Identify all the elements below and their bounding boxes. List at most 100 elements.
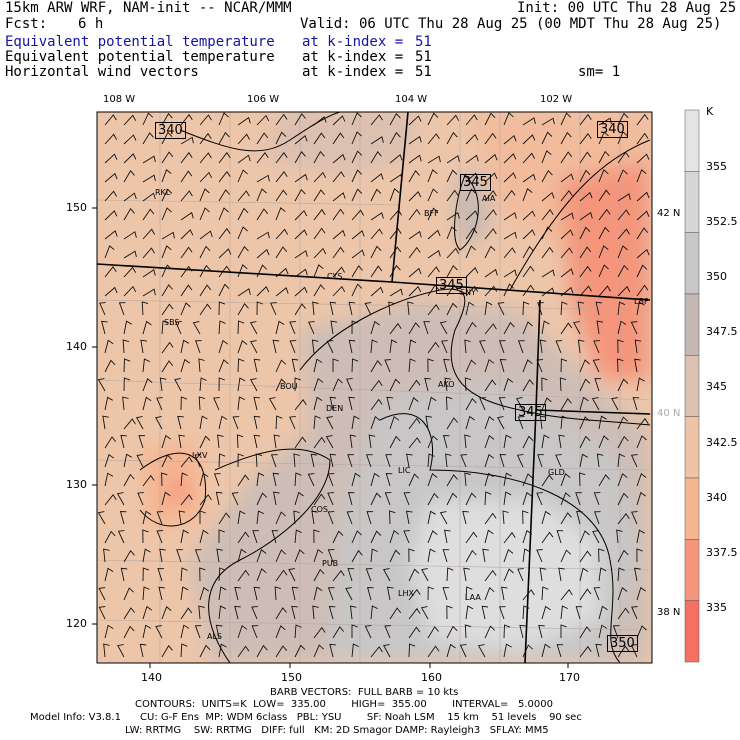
wind-barb	[465, 492, 477, 506]
wind-barb	[199, 132, 212, 145]
colorbar-label: 352.5	[706, 215, 738, 228]
wind-barb	[142, 605, 153, 620]
wind-barb	[142, 112, 154, 126]
station-label: BOU	[280, 382, 298, 391]
wind-barb	[579, 191, 593, 202]
wind-barb	[180, 567, 188, 582]
wind-barb	[180, 339, 190, 354]
wind-barb	[234, 586, 241, 601]
wind-barb	[161, 360, 174, 373]
wind-barb	[117, 530, 125, 544]
wind-barb	[313, 415, 321, 430]
wind-barb	[560, 212, 574, 221]
wind-barb	[275, 569, 288, 582]
wind-barb	[498, 340, 506, 354]
lon-label-102w: 102 W	[540, 94, 573, 105]
wind-barb	[496, 416, 505, 430]
wind-barb	[253, 358, 261, 373]
wind-barb	[313, 377, 324, 392]
wind-barb	[579, 550, 592, 563]
wind-barb	[541, 643, 551, 658]
wind-barb	[484, 434, 495, 449]
wind-barb	[389, 435, 401, 449]
wind-barb	[237, 645, 250, 658]
wind-barb	[522, 188, 533, 202]
wind-barb	[617, 358, 624, 373]
wind-barb	[408, 379, 421, 392]
wind-barb	[446, 567, 454, 582]
wind-barb	[408, 607, 421, 620]
wind-barb	[180, 246, 193, 259]
wind-barb	[427, 304, 440, 316]
wind-barb	[636, 625, 647, 639]
wind-barb	[294, 113, 306, 126]
wind-barb	[156, 530, 164, 544]
wind-barb	[311, 510, 318, 525]
station-label: PUB	[322, 559, 339, 568]
colorbar-label: 335	[706, 601, 727, 614]
lat-label-40n: 40 N	[657, 408, 681, 419]
wind-barb	[498, 606, 506, 620]
wind-barb	[370, 379, 383, 392]
wind-barb	[408, 339, 417, 354]
wind-barb	[104, 453, 115, 468]
wind-barb	[479, 397, 486, 411]
wind-barb	[161, 284, 173, 297]
wind-barb	[294, 303, 307, 316]
wind-barb	[541, 150, 552, 164]
wind-barb	[161, 207, 172, 221]
wind-barb	[389, 188, 400, 202]
wind-barb	[237, 303, 249, 316]
wind-barb	[424, 377, 431, 392]
wind-barb	[237, 154, 251, 164]
station-label: LAA	[465, 593, 481, 602]
wind-barb	[630, 454, 638, 468]
wind-barb	[218, 359, 229, 373]
wind-barb	[104, 472, 114, 487]
wind-barb	[251, 606, 258, 620]
wind-barb	[351, 150, 363, 164]
wind-barb	[161, 303, 174, 316]
wind-barb	[307, 473, 315, 487]
wind-barb	[503, 212, 517, 221]
wind-barb	[347, 568, 355, 582]
wind-barb	[175, 321, 182, 335]
wind-barb	[465, 227, 478, 240]
colorbar-swatch	[684, 232, 700, 295]
wind-barb	[595, 301, 603, 316]
wind-barb	[332, 378, 343, 392]
contour-340-sw	[139, 452, 207, 527]
wind-barb	[631, 511, 638, 525]
wind-barb	[142, 268, 156, 278]
wind-barb	[274, 586, 282, 601]
wind-barb	[237, 264, 248, 278]
wind-barb	[517, 416, 525, 430]
wind-barb	[576, 510, 583, 525]
wind-barb	[256, 301, 263, 316]
wind-barb	[541, 397, 552, 411]
wind-barb	[237, 531, 250, 544]
wind-barb	[541, 377, 548, 392]
wind-barb	[427, 169, 438, 183]
wind-barb	[408, 170, 420, 183]
wind-barb	[634, 358, 641, 373]
valid-time: Valid: 06 UTC Thu 28 Aug 25 (00 MDT Thu …	[300, 16, 722, 32]
wind-barb	[156, 511, 164, 525]
wind-barb	[351, 643, 359, 658]
wind-barb	[180, 136, 194, 145]
wind-barb	[598, 415, 607, 430]
colorbar-swatch	[684, 293, 700, 356]
wind-barb	[313, 548, 324, 563]
wind-barb	[389, 227, 402, 240]
wind-barb	[541, 226, 553, 240]
wind-barb	[439, 511, 448, 525]
wind-barb	[294, 399, 307, 411]
wind-barb	[104, 436, 117, 449]
wind-barb	[97, 378, 106, 392]
wind-barb	[636, 264, 648, 278]
wind-barb	[598, 435, 609, 449]
wind-barb	[142, 132, 154, 145]
wind-barb	[403, 530, 410, 544]
wind-barb	[579, 378, 591, 392]
wind-barb	[385, 454, 392, 468]
